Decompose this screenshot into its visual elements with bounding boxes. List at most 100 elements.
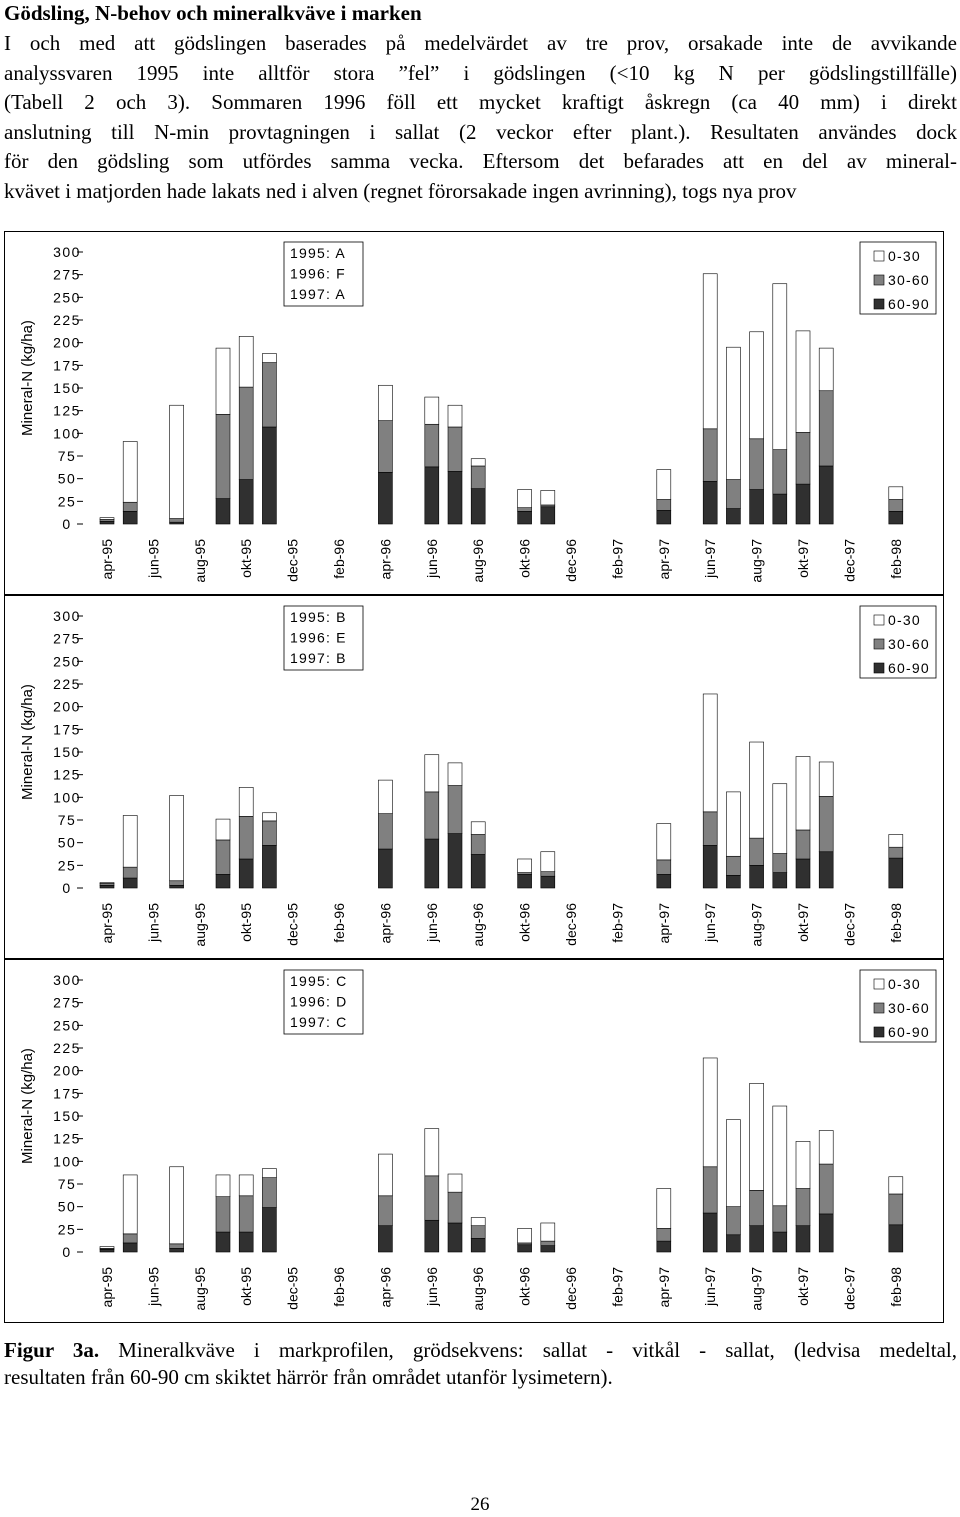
bar-segment-30-60	[215, 839, 231, 875]
y-tick-label: 175	[53, 721, 81, 737]
bar-segment-0-30	[726, 346, 741, 480]
bar-segment-60-90	[795, 1225, 811, 1253]
bar-segment-30-60	[238, 386, 254, 480]
bar-segment-60-90	[795, 858, 811, 889]
bar-segment-60-90	[122, 877, 138, 889]
bar-segment-30-60	[888, 499, 904, 512]
y-tick-label: 75	[58, 448, 77, 464]
bar-segment-30-60	[424, 423, 440, 468]
bar-segment-0-30	[702, 273, 718, 430]
y-tick-label: 125	[53, 403, 81, 419]
y-tick-label: 0	[62, 880, 71, 896]
x-tick-label: apr-95	[99, 539, 115, 580]
caption-text: Mineralkväve i markprofilen, grödsekvens…	[118, 1338, 957, 1362]
bar-segment-0-30	[122, 815, 138, 868]
bar-segment-60-90	[378, 1225, 393, 1253]
bar-segment-0-30	[238, 1174, 254, 1197]
bar-segment-30-60	[772, 1205, 788, 1233]
bar-segment-0-30	[99, 1246, 115, 1249]
x-tick-label: jun-95	[145, 903, 161, 943]
bar-segment-60-90	[215, 498, 231, 525]
bar-segment-60-90	[378, 472, 393, 525]
bar-segment-30-60	[262, 1177, 277, 1208]
bar-segment-60-90	[656, 874, 672, 889]
bar-segment-60-90	[447, 1222, 463, 1253]
bar-segment-30-60	[517, 507, 532, 512]
bar-segment-30-60	[238, 1195, 254, 1233]
bar-segment-60-90	[169, 1248, 184, 1253]
y-tick-label: 25	[58, 493, 77, 509]
bar-segment-60-90	[702, 481, 718, 525]
x-tick-label: feb-98	[888, 903, 904, 943]
x-tick-label: aug-97	[749, 539, 765, 583]
bar-segment-30-60	[378, 1195, 393, 1227]
bar-segment-0-30	[99, 882, 115, 884]
bar-segment-60-90	[888, 511, 904, 525]
bar-segment-0-30	[517, 1228, 532, 1244]
x-tick-label: feb-97	[609, 1267, 625, 1307]
bar-segment-30-60	[656, 499, 672, 511]
bar-segment-0-30	[99, 517, 115, 520]
bar-segment-0-30	[378, 384, 393, 421]
legend-label: 0-30	[888, 976, 921, 992]
bar-segment-30-60	[262, 820, 277, 846]
y-tick-label: 225	[53, 312, 81, 328]
x-tick-label: aug-95	[192, 1267, 208, 1311]
bar-segment-0-30	[656, 1188, 672, 1229]
x-tick-label: jun-97	[702, 539, 718, 579]
chart-panel-1: Mineral-N (kg/ha) 300 275 250 225 200 175 150 12…	[4, 231, 944, 595]
bar-segment-30-60	[818, 1163, 834, 1215]
treatment-label: 1997: C	[290, 1014, 347, 1030]
x-tick-label: feb-98	[888, 1267, 904, 1307]
y-tick-label: 200	[53, 1063, 81, 1079]
bar-segment-0-30	[238, 787, 254, 817]
bar-segment-60-90	[424, 1219, 440, 1253]
x-tick-label: dec-96	[563, 903, 579, 946]
x-tick-label: jun-96	[424, 539, 440, 579]
bar-segment-30-60	[749, 837, 764, 866]
page-number: 26	[470, 1494, 490, 1515]
x-tick-label: apr-95	[99, 1267, 115, 1308]
figure-caption: Figur 3a. Mineralkväve i markprofilen, g…	[4, 1337, 957, 1391]
bar-segment-60-90	[888, 1224, 904, 1253]
bar-segment-60-90	[517, 1244, 532, 1253]
legend-box	[859, 969, 937, 1043]
bar-segment-30-60	[749, 1190, 764, 1227]
y-tick-label: 100	[53, 1153, 81, 1169]
y-tick-label: 125	[53, 1131, 81, 1147]
bar-segment-0-30	[818, 761, 834, 797]
bar-segment-60-90	[702, 845, 718, 889]
y-tick-label: 300	[53, 608, 81, 624]
bar-segment-0-30	[122, 441, 138, 503]
x-tick-label: okt-95	[238, 539, 254, 578]
x-tick-label: feb-96	[331, 903, 347, 943]
x-tick-label: dec-97	[841, 903, 857, 946]
x-tick-label: dec-96	[563, 539, 579, 582]
bar-segment-30-60	[378, 813, 393, 850]
section-heading: Gödsling, N-behov och mineralkväve i mar…	[4, 1, 422, 25]
x-tick-label: feb-97	[609, 903, 625, 943]
x-tick-label: aug-95	[192, 539, 208, 583]
bar-segment-30-60	[726, 855, 741, 876]
bar-segment-30-60	[215, 1196, 231, 1233]
x-tick-label: okt-96	[517, 1267, 533, 1306]
bar-segment-60-90	[470, 1238, 486, 1253]
y-tick-label: 275	[53, 631, 81, 647]
x-tick-label: aug-96	[470, 1267, 486, 1311]
treatment-box	[283, 241, 364, 307]
bar-segment-30-60	[702, 428, 718, 482]
bar-segment-60-90	[702, 1212, 718, 1253]
legend-label: 0-30	[888, 248, 921, 264]
bar-segment-30-60	[818, 390, 834, 467]
y-tick-label: 0	[62, 516, 71, 532]
bar-segment-30-60	[169, 1243, 184, 1249]
bar-segment-0-30	[656, 469, 672, 500]
chart-svg-3: Mineral-N (kg/ha)30027525022520017515012…	[19, 969, 937, 1311]
bar-segment-0-30	[378, 1153, 393, 1197]
y-tick-label: 250	[53, 289, 81, 305]
bar-segment-30-60	[262, 362, 277, 428]
bar-segment-0-30	[517, 858, 532, 873]
bar-segment-0-30	[540, 1222, 556, 1242]
bar-segment-0-30	[702, 1057, 718, 1168]
bar-segment-0-30	[726, 1119, 741, 1207]
